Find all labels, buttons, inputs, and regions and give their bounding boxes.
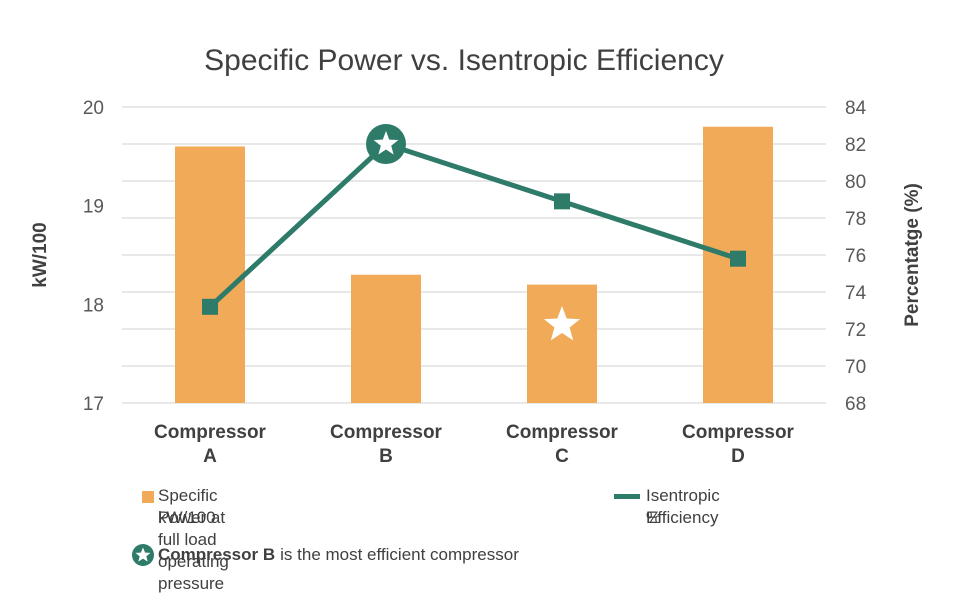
y-left-tick-label: 19 <box>83 197 104 218</box>
y-right-tick-label: 70 <box>845 357 866 378</box>
legend-bar-label-2: kW/100 <box>158 508 216 527</box>
line-series <box>202 124 746 315</box>
y-right-tick-label: 82 <box>845 135 866 156</box>
y-axis-left-title: kW/100 <box>30 222 51 287</box>
y-left-tick-label: 20 <box>83 98 104 119</box>
bar-series <box>175 126 773 403</box>
y-left-tick-label: 17 <box>83 394 104 415</box>
line-path <box>208 141 739 309</box>
star-badge-icon <box>132 544 154 566</box>
line-point <box>554 193 570 210</box>
y-right-tick-label: 72 <box>845 320 866 341</box>
y-axis-right-title: Percentatge (%) <box>902 183 923 327</box>
bar <box>351 274 421 403</box>
star-icon <box>373 131 399 155</box>
x-tick-label: Compressor A <box>154 422 267 467</box>
note-bold-text: Compressor B <box>158 545 276 564</box>
chart-title: Specific Power vs. Isentropic Efficiency <box>204 44 724 77</box>
highlight-note: Compressor B is the most efficient compr… <box>132 544 519 566</box>
bar <box>527 284 597 403</box>
line-point <box>202 298 218 315</box>
line-point <box>730 250 746 267</box>
axes: 17 18 19 20 68 70 72 74 76 78 80 82 84 Compressor A Com… <box>83 98 867 467</box>
y-right-tick-label: 78 <box>845 209 866 230</box>
star-icon <box>543 306 581 341</box>
y-right-tick-label: 80 <box>845 172 866 193</box>
legend-line-label-2: % <box>646 508 662 527</box>
x-tick-label: Compressor B <box>330 422 443 467</box>
legend-bar-swatch <box>142 491 154 503</box>
x-tick-label: Compressor D <box>682 422 795 467</box>
legend-line-label-1: Isentropic Efficiency <box>646 486 720 527</box>
y-right-tick-label: 76 <box>845 246 866 267</box>
y-right-tick-label: 68 <box>845 394 866 415</box>
legend-line-swatch <box>614 494 640 499</box>
y-right-tick-label: 74 <box>845 283 867 304</box>
x-tick-label: Compressor C <box>506 422 619 467</box>
y-left-tick-label: 18 <box>83 295 104 316</box>
y-right-tick-label: 84 <box>845 98 867 119</box>
bar <box>175 146 245 403</box>
legend-bar-label-1: Specific Power at full load operating pr… <box>158 486 229 593</box>
note-text: is the most efficient compressor <box>280 545 519 564</box>
